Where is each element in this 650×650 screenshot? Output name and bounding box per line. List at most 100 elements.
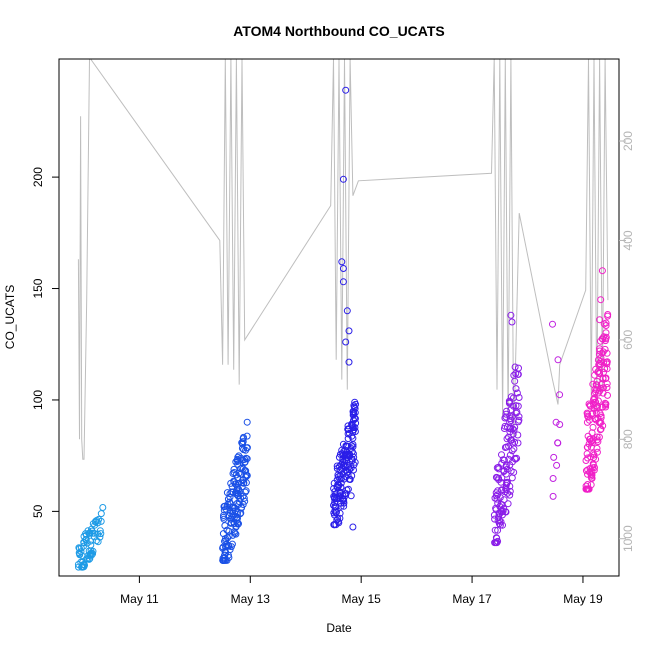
data-point: [604, 311, 612, 318]
data-point: [584, 432, 592, 440]
data-point: [510, 468, 518, 476]
data-point: [491, 526, 499, 534]
data-point: [584, 410, 592, 418]
data-point: [514, 370, 522, 378]
data-point: [494, 487, 502, 495]
data-point: [240, 479, 248, 487]
y2-tick-label: 600: [621, 330, 635, 350]
data-point: [603, 384, 611, 391]
data-point: [594, 402, 602, 410]
data-point: [351, 458, 359, 466]
data-point: [74, 561, 82, 568]
data-point: [584, 485, 592, 493]
data-point: [594, 356, 602, 364]
data-point: [514, 431, 522, 439]
data-point: [506, 418, 514, 426]
data-point: [229, 531, 237, 539]
data-point: [514, 439, 522, 447]
data-point: [241, 455, 249, 463]
data-point: [75, 544, 83, 552]
data-point: [591, 390, 598, 397]
data-point: [331, 499, 339, 506]
data-point: [495, 476, 503, 484]
data-point: [596, 426, 604, 434]
data-point: [583, 418, 591, 426]
data-point: [602, 322, 610, 329]
x-axis: May 11 May 13 May 15 May 17 May 19: [120, 575, 603, 606]
data-point: [234, 520, 242, 528]
data-point: [349, 434, 357, 442]
data-point: [86, 555, 94, 563]
data-point: [350, 414, 358, 422]
data-point: [513, 408, 521, 416]
data-point: [511, 423, 519, 431]
data-point: [513, 389, 521, 397]
data-point: [238, 439, 246, 447]
data-point: [344, 435, 352, 443]
data-point: [497, 518, 505, 526]
data-point: [498, 486, 506, 494]
data-point: [554, 439, 562, 447]
data-point: [339, 175, 347, 183]
data-point: [243, 418, 251, 426]
data-point: [593, 433, 601, 441]
data-point: [503, 407, 510, 415]
data-point: [86, 537, 94, 545]
data-point: [602, 403, 610, 411]
data-point: [338, 258, 346, 266]
data-point: [82, 530, 90, 538]
data-point: [231, 529, 239, 537]
data-point: [348, 420, 356, 428]
y2-axis: 200 400 600 800 1000: [619, 131, 635, 552]
data-point: [221, 547, 229, 555]
data-point: [339, 440, 347, 448]
y2-tick-label: 200: [621, 131, 635, 151]
data-point: [502, 410, 510, 418]
data-point: [586, 401, 594, 409]
data-point: [220, 506, 228, 514]
data-point: [589, 409, 597, 417]
data-point: [599, 403, 606, 411]
data-point: [502, 481, 510, 489]
data-point: [590, 454, 598, 462]
data-point: [231, 504, 239, 512]
data-point: [342, 450, 349, 458]
data-point: [602, 333, 610, 341]
x-tick-label: May 13: [231, 592, 271, 606]
data-point: [94, 538, 102, 546]
data-point: [502, 461, 510, 469]
data-point: [331, 521, 339, 529]
data-point: [239, 438, 247, 446]
data-point: [233, 513, 241, 521]
data-point: [496, 517, 504, 525]
data-point: [223, 526, 231, 534]
data-point: [339, 265, 347, 272]
data-point: [603, 365, 611, 373]
data-point: [342, 457, 350, 465]
data-point: [342, 338, 350, 346]
data-point: [506, 451, 514, 459]
data-point: [334, 515, 342, 523]
data-point: [230, 465, 238, 473]
data-point: [584, 481, 592, 488]
data-point: [220, 554, 228, 562]
data-point: [86, 551, 94, 559]
x-tick-label: May 19: [563, 592, 603, 606]
data-point: [350, 403, 358, 411]
data-point: [584, 466, 592, 474]
data-point: [491, 515, 499, 523]
data-point: [509, 430, 517, 438]
data-point: [501, 444, 509, 451]
data-point: [512, 385, 520, 393]
data-point: [507, 311, 515, 319]
data-point: [592, 409, 600, 417]
data-point: [350, 466, 357, 474]
pressure-profile-line: [77, 59, 609, 460]
data-point: [333, 462, 341, 470]
data-point: [503, 435, 511, 443]
data-point: [508, 447, 516, 455]
data-point: [349, 523, 357, 531]
data-point: [344, 425, 352, 433]
data-point: [493, 534, 501, 542]
data-point: [554, 356, 562, 364]
